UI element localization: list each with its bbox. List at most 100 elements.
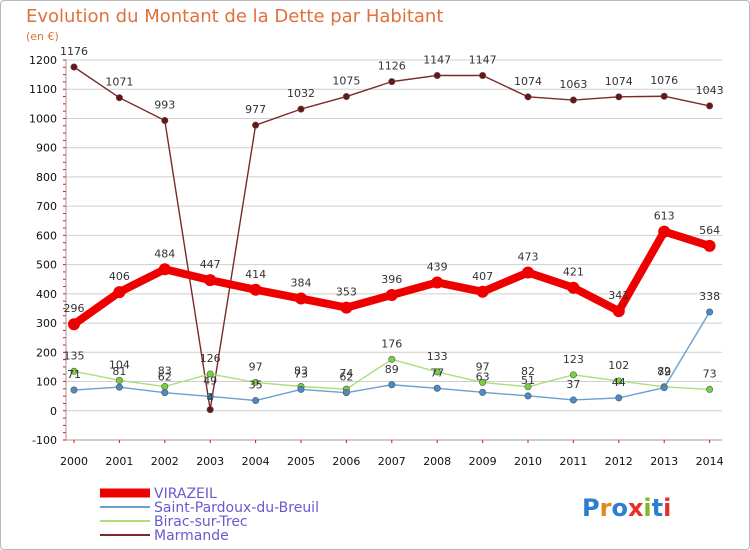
logo-letter: t	[652, 494, 663, 522]
logo-text: Proxiti	[582, 494, 671, 522]
data-point	[706, 102, 714, 110]
data-point	[161, 383, 169, 391]
data-label: 83	[294, 365, 308, 378]
data-label: 37	[566, 378, 580, 391]
data-label: 49	[203, 374, 217, 387]
logo-letter: r	[600, 494, 612, 522]
y-tick-label: 1000	[29, 112, 57, 125]
data-point	[660, 92, 668, 100]
data-point	[612, 305, 625, 318]
data-label: 1147	[469, 53, 497, 66]
x-tick-label: 2013	[650, 455, 678, 468]
data-label: 126	[200, 352, 221, 365]
data-label: 406	[109, 270, 130, 283]
data-point	[115, 376, 123, 384]
data-point	[252, 378, 260, 386]
data-point	[703, 239, 716, 252]
data-point	[206, 392, 214, 400]
data-label: 1176	[60, 45, 88, 58]
y-tick-label: 500	[36, 259, 57, 272]
data-point	[706, 385, 714, 393]
data-point	[249, 283, 262, 296]
data-point	[70, 63, 78, 71]
legend-label: Birac-sur-Trec	[154, 514, 248, 530]
data-point	[388, 355, 396, 363]
data-point	[206, 406, 214, 414]
data-point	[342, 389, 350, 397]
legend-label: Marmande	[154, 528, 229, 544]
data-label: 1075	[332, 75, 360, 88]
legend: VIRAZEILSaint-Pardoux-du-BreuilBirac-sur…	[100, 486, 319, 544]
data-label: 79	[657, 366, 671, 379]
data-label: 338	[699, 290, 720, 303]
data-label: 1074	[514, 75, 542, 88]
data-label: 77	[430, 366, 444, 379]
data-label: 73	[294, 367, 308, 380]
data-label: 71	[67, 368, 81, 381]
proxiti-logo: Proxiti	[582, 494, 671, 522]
data-label: 1076	[650, 74, 678, 87]
axes: -100 0 100 200 300 400 500 600 700 800 900 1000 1100…	[29, 54, 724, 468]
data-label: 81	[112, 365, 126, 378]
data-label: 82	[521, 365, 535, 378]
data-label: 1063	[559, 78, 587, 91]
x-tick-label: 2007	[378, 455, 406, 468]
y-tick-label: 800	[36, 171, 57, 184]
data-label: 564	[699, 224, 720, 237]
data-point	[524, 383, 532, 391]
data-label: 35	[249, 379, 263, 392]
data-point	[115, 94, 123, 102]
data-label: 993	[154, 99, 175, 112]
data-point	[615, 377, 623, 385]
data-point	[252, 121, 260, 129]
data-label: 473	[518, 251, 539, 264]
legend-label: Saint-Pardoux-du-Breuil	[154, 500, 319, 516]
x-tick-label: 2004	[242, 455, 270, 468]
data-label: 63	[476, 370, 490, 383]
data-point	[385, 289, 398, 302]
data-point	[658, 225, 671, 238]
x-tick-label: 2002	[151, 455, 179, 468]
data-point	[524, 93, 532, 101]
data-point	[479, 71, 487, 79]
logo-letter: x	[628, 494, 644, 522]
data-point	[113, 286, 126, 299]
data-point	[433, 384, 441, 392]
data-label: 296	[64, 302, 85, 315]
data-label: 133	[427, 350, 448, 363]
data-point	[567, 281, 580, 294]
data-label: 407	[472, 270, 493, 283]
x-tick-label: 2012	[605, 455, 633, 468]
data-label: 82	[657, 365, 671, 378]
data-label: 4	[207, 392, 214, 405]
data-label: 414	[245, 268, 266, 281]
data-point	[161, 389, 169, 397]
data-label: 1071	[105, 76, 133, 89]
data-point	[252, 397, 260, 405]
data-point	[479, 388, 487, 396]
data-point	[431, 276, 444, 289]
y-tick-label: -100	[32, 434, 57, 447]
y-tick-label: 1100	[29, 83, 57, 96]
data-label: 977	[245, 103, 266, 116]
data-point	[158, 263, 171, 276]
data-point	[206, 370, 214, 378]
data-label: 484	[154, 247, 175, 260]
data-label: 62	[339, 371, 353, 384]
x-tick-label: 2011	[559, 455, 587, 468]
data-label: 421	[563, 266, 584, 279]
series-lines	[68, 63, 716, 414]
data-point	[388, 381, 396, 389]
logo-letter: P	[582, 494, 600, 522]
data-label: 353	[336, 286, 357, 299]
x-tick-label: 2001	[105, 455, 133, 468]
y-tick-label: 600	[36, 229, 57, 242]
x-tick-label: 2005	[287, 455, 315, 468]
data-point	[388, 78, 396, 86]
logo-letter: i	[663, 494, 671, 522]
x-tick-label: 2010	[514, 455, 542, 468]
data-labels: 2964064844474143843533964394074734213416…	[60, 45, 724, 405]
data-point	[615, 394, 623, 402]
data-point	[476, 285, 489, 298]
data-label: 62	[158, 371, 172, 384]
